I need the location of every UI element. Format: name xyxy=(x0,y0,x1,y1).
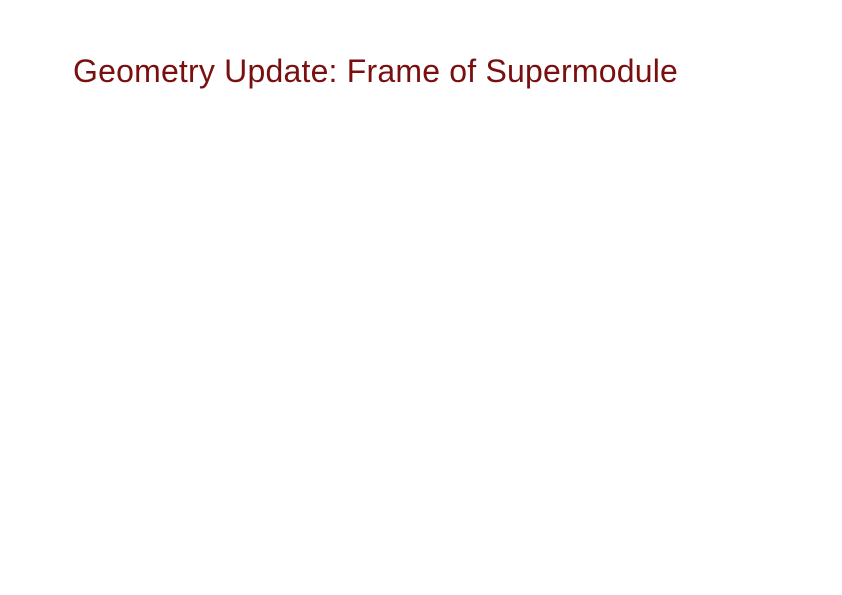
slide-title: Geometry Update: Frame of Supermodule xyxy=(73,53,678,90)
